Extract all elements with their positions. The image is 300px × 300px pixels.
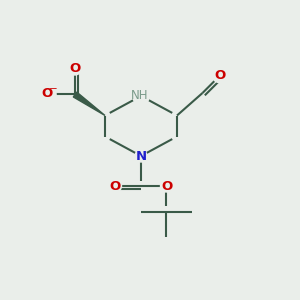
Circle shape xyxy=(213,70,225,83)
Text: N: N xyxy=(135,149,147,163)
Circle shape xyxy=(133,88,149,104)
Text: O: O xyxy=(109,179,121,193)
Circle shape xyxy=(110,180,122,192)
Text: O: O xyxy=(41,87,53,101)
Circle shape xyxy=(43,88,56,101)
Circle shape xyxy=(69,63,81,75)
Circle shape xyxy=(160,180,172,192)
Text: O: O xyxy=(161,179,173,193)
Text: O: O xyxy=(69,62,81,75)
Text: O: O xyxy=(214,69,225,82)
Text: NH: NH xyxy=(131,88,148,102)
Polygon shape xyxy=(73,92,105,116)
Text: −: − xyxy=(49,84,58,94)
Circle shape xyxy=(135,150,147,162)
